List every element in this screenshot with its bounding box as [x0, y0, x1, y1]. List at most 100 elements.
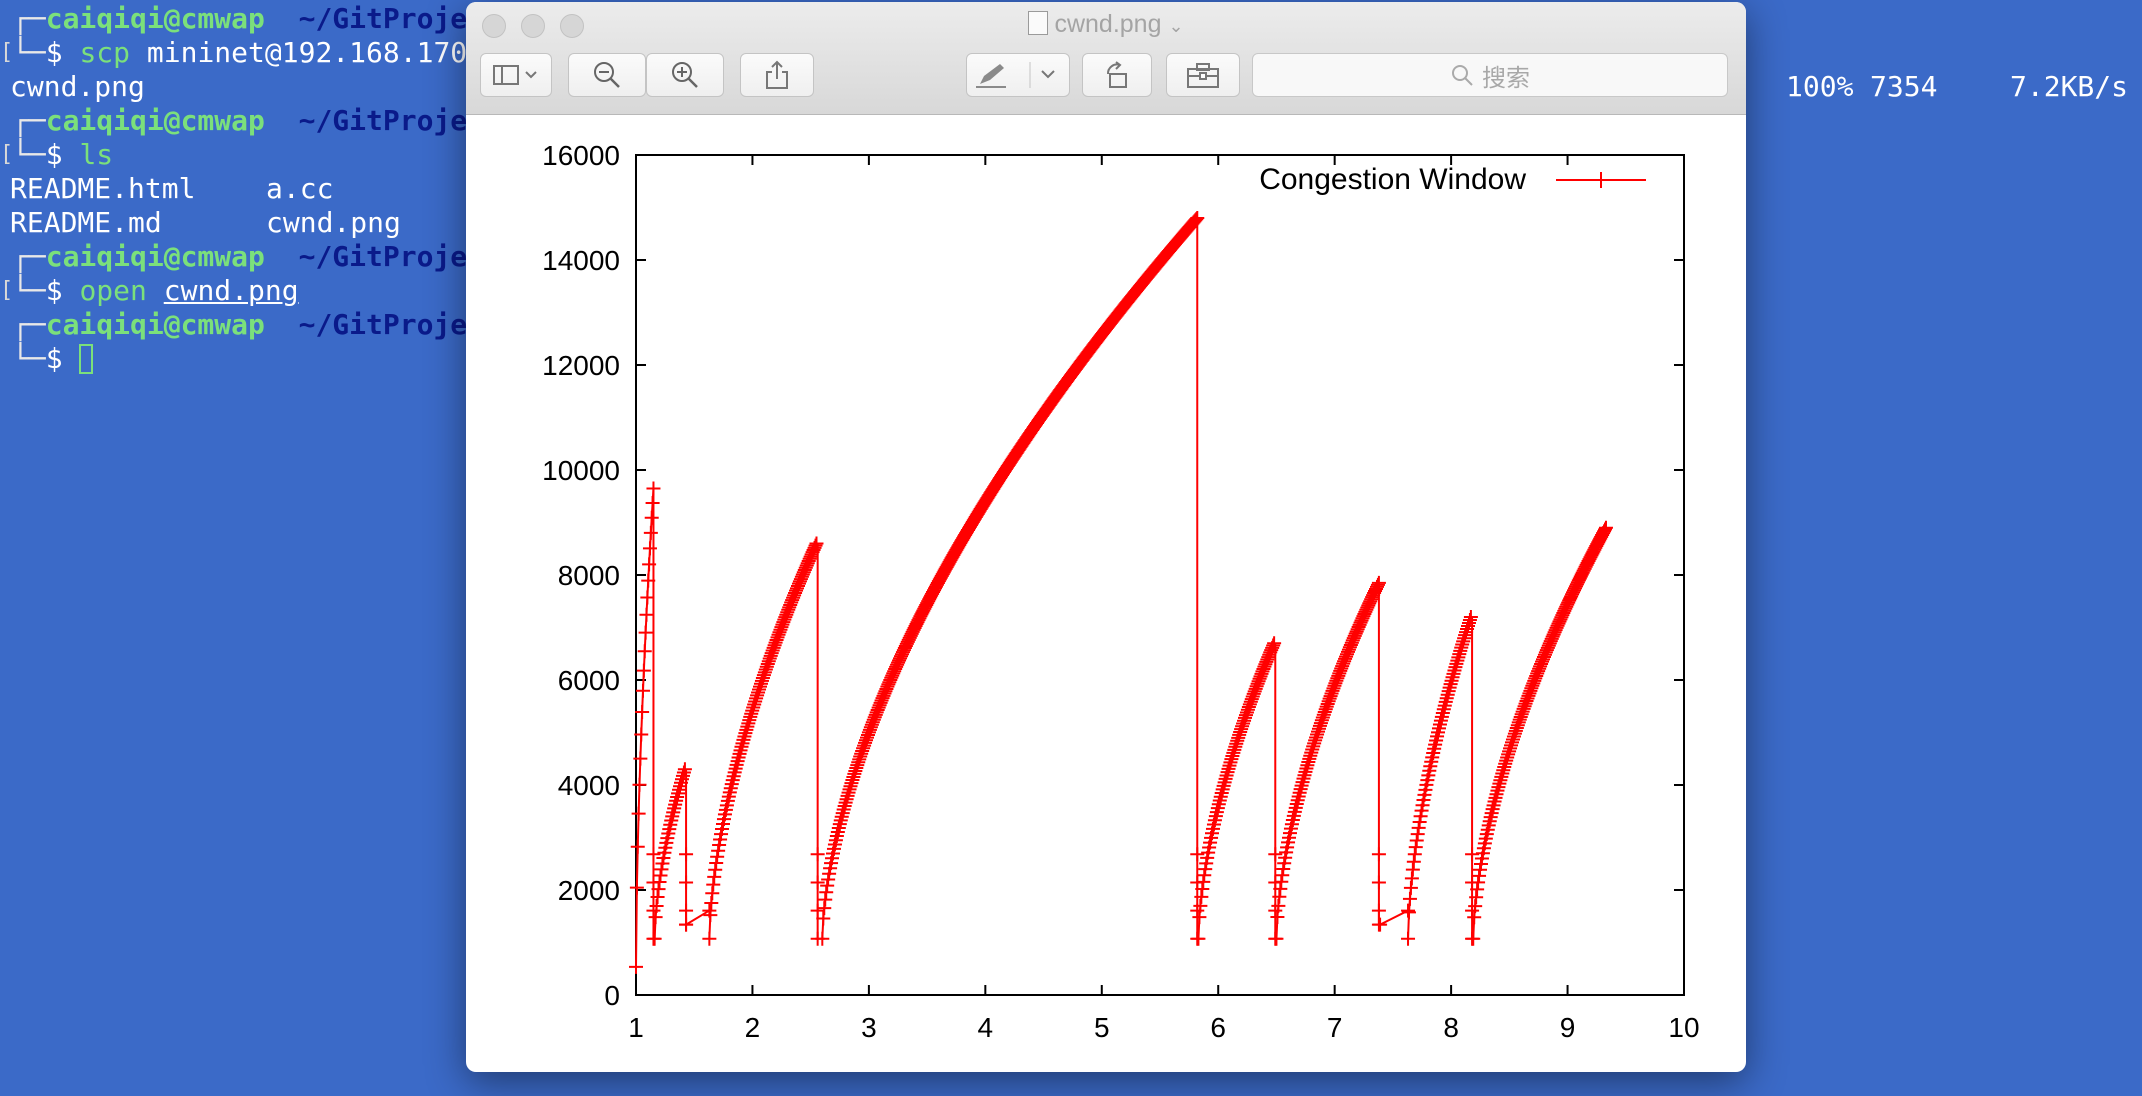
data-point [1190, 903, 1205, 918]
data-point [633, 751, 648, 766]
data-point [1401, 931, 1416, 946]
data-point [642, 541, 657, 556]
command-file-link[interactable]: cwnd.png [163, 274, 299, 307]
data-point [810, 903, 825, 918]
data-point [1268, 875, 1283, 890]
command-name: scp [79, 36, 131, 69]
rotate-button[interactable] [1082, 53, 1152, 97]
data-point [629, 959, 643, 974]
window-title-text: cwnd.png [1054, 10, 1162, 38]
data-point [635, 705, 650, 720]
search-input[interactable]: 搜索 [1252, 53, 1728, 97]
data-point [1190, 847, 1205, 862]
prompt-line: ┌─caiqiqi@cmwap ~/GitProject [12, 104, 501, 137]
command-name: ls [79, 138, 114, 171]
series-line [1472, 527, 1607, 939]
zoom-button[interactable] [560, 14, 584, 38]
plot-frame [635, 154, 1685, 996]
data-point [677, 762, 692, 777]
data-point [810, 847, 825, 862]
share-button[interactable] [740, 53, 814, 97]
markup-button[interactable] [966, 53, 1070, 97]
series-line [635, 488, 655, 967]
y-tick-label: 0 [604, 980, 620, 1011]
chart-legend: Congestion Window [1259, 163, 1646, 196]
minimize-button[interactable] [521, 14, 545, 38]
transfer-bytes: 7354 [1870, 70, 1938, 103]
document-icon [1028, 11, 1049, 35]
sidebar-button[interactable] [480, 53, 552, 97]
data-point [679, 903, 694, 918]
data-point [1371, 847, 1386, 862]
prompt-symbol: $ [45, 36, 63, 69]
data-point [1267, 636, 1282, 651]
y-tick-label: 4000 [558, 770, 620, 801]
data-point [632, 777, 647, 792]
data-point [1465, 847, 1480, 862]
preview-window[interactable]: cwnd.png ⌄ [466, 2, 1746, 1072]
data-point [809, 536, 824, 551]
y-tick-label: 8000 [558, 560, 620, 591]
data-point [634, 727, 649, 742]
data-point [638, 625, 653, 640]
zoom-in-button[interactable] [646, 53, 724, 97]
data-point [646, 903, 661, 918]
data-point [1190, 875, 1205, 890]
data-point [1598, 520, 1613, 535]
x-tick-label: 10 [1668, 1012, 1699, 1043]
command-name: open [79, 274, 147, 307]
data-point [637, 644, 652, 659]
close-button[interactable] [482, 14, 506, 38]
zoom-out-button[interactable] [568, 53, 646, 97]
bracket-mark: [ [0, 40, 14, 65]
data-point [1465, 931, 1480, 946]
pen-icon [976, 62, 1055, 88]
data-point [1371, 875, 1386, 890]
series-line [821, 217, 1199, 939]
chevron-down-icon: ⌄ [1168, 16, 1184, 36]
command-line: └─$ scp mininet@192.168.170.1 [12, 36, 501, 69]
zoom-in-icon [672, 62, 698, 88]
series-line [1407, 616, 1472, 939]
data-point [1268, 847, 1283, 862]
recovery-line [685, 909, 710, 926]
y-tick-label: 2000 [558, 875, 620, 906]
chart-axes: 0 2000 4000 6000 8000 10000 12000 14000 16000 1 2 3… [542, 140, 1699, 1043]
prompt-symbol: $ [45, 274, 63, 307]
data-point [702, 903, 717, 918]
command-args: mininet@192.168.170.1 [130, 36, 501, 69]
data-point [810, 931, 825, 946]
x-tick-label: 3 [861, 1012, 877, 1043]
data-point [630, 839, 645, 854]
prompt-user: caiqiqi@cmwap [45, 240, 265, 273]
transfer-percent: 100% [1786, 70, 1854, 103]
x-tick-label: 8 [1443, 1012, 1459, 1043]
output-line: cwnd.png [10, 70, 145, 103]
data-point [1465, 875, 1480, 890]
data-point [646, 931, 661, 946]
toolbox-button[interactable] [1166, 53, 1240, 97]
data-point [1373, 917, 1388, 932]
data-point [679, 917, 694, 932]
bracket-mark: [ [0, 142, 14, 167]
data-point [635, 683, 650, 698]
search-placeholder: 搜索 [1482, 64, 1530, 92]
x-tick-label: 2 [745, 1012, 761, 1043]
window-title[interactable]: cwnd.png ⌄ [466, 10, 1746, 39]
data-point [1371, 903, 1386, 918]
terminal-cursor[interactable] [79, 344, 94, 374]
prompt-line: ┌─caiqiqi@cmwap ~/GitProject [12, 308, 501, 341]
titlebar[interactable]: cwnd.png ⌄ [466, 2, 1746, 115]
transfer-rate: 7.2KB/s [2010, 70, 2129, 103]
y-tick-label: 12000 [542, 350, 620, 381]
share-icon [766, 60, 788, 89]
bracket-mark: [ [0, 278, 14, 303]
prompt-symbol: $ [45, 138, 63, 171]
data-point [1465, 903, 1480, 918]
data-point [644, 510, 659, 525]
x-tick-label: 5 [1094, 1012, 1110, 1043]
series-line [708, 543, 818, 939]
recovery-line [1379, 909, 1409, 926]
data-point [679, 847, 694, 862]
x-tick-label: 4 [978, 1012, 994, 1043]
